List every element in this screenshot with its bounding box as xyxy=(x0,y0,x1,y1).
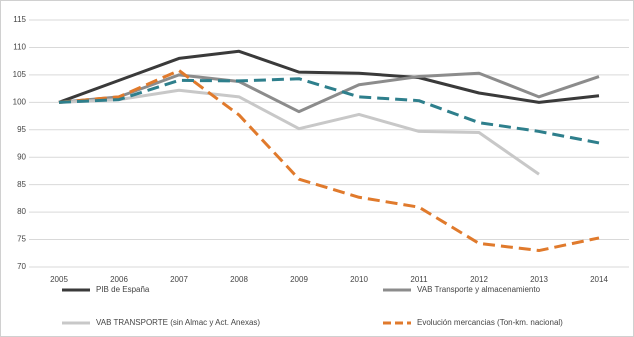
y-tick-label: 115 xyxy=(13,15,26,24)
legend-label: Evolución mercancias (Ton-km. nacional) xyxy=(417,318,563,327)
x-tick-label: 2008 xyxy=(230,275,248,284)
series-line xyxy=(58,71,600,114)
x-tick-label: 2011 xyxy=(410,275,428,284)
y-tick-label: 70 xyxy=(17,262,26,271)
y-tick-label: 95 xyxy=(17,125,26,134)
y-tick-label: 105 xyxy=(13,70,27,79)
legend-label: PIB de España xyxy=(96,285,150,294)
y-tick-label: 80 xyxy=(17,207,26,216)
series-line xyxy=(58,68,600,253)
y-tick-label: 90 xyxy=(17,152,26,161)
x-tick-label: 2012 xyxy=(470,275,488,284)
x-tick-label: 2014 xyxy=(590,275,608,284)
y-tick-label: 85 xyxy=(17,180,26,189)
series-line xyxy=(58,77,600,145)
y-tick-label: 100 xyxy=(13,97,27,106)
x-tick-label: 2010 xyxy=(350,275,368,284)
series-line xyxy=(58,88,540,176)
x-tick-label: 2013 xyxy=(530,275,548,284)
y-tick-label: 110 xyxy=(13,43,26,52)
legend-label: VAB TRANSPORTE (sin Almac y Act. Anexas) xyxy=(96,318,260,327)
x-tick-label: 2005 xyxy=(50,275,68,284)
legend-label: VAB Transporte y almacenamiento xyxy=(417,285,541,294)
x-tick-label: 2007 xyxy=(170,275,188,284)
y-tick-label: 75 xyxy=(17,235,26,244)
x-tick-label: 2006 xyxy=(110,275,128,284)
x-tick-label: 2009 xyxy=(290,275,308,284)
series-line xyxy=(58,49,600,104)
